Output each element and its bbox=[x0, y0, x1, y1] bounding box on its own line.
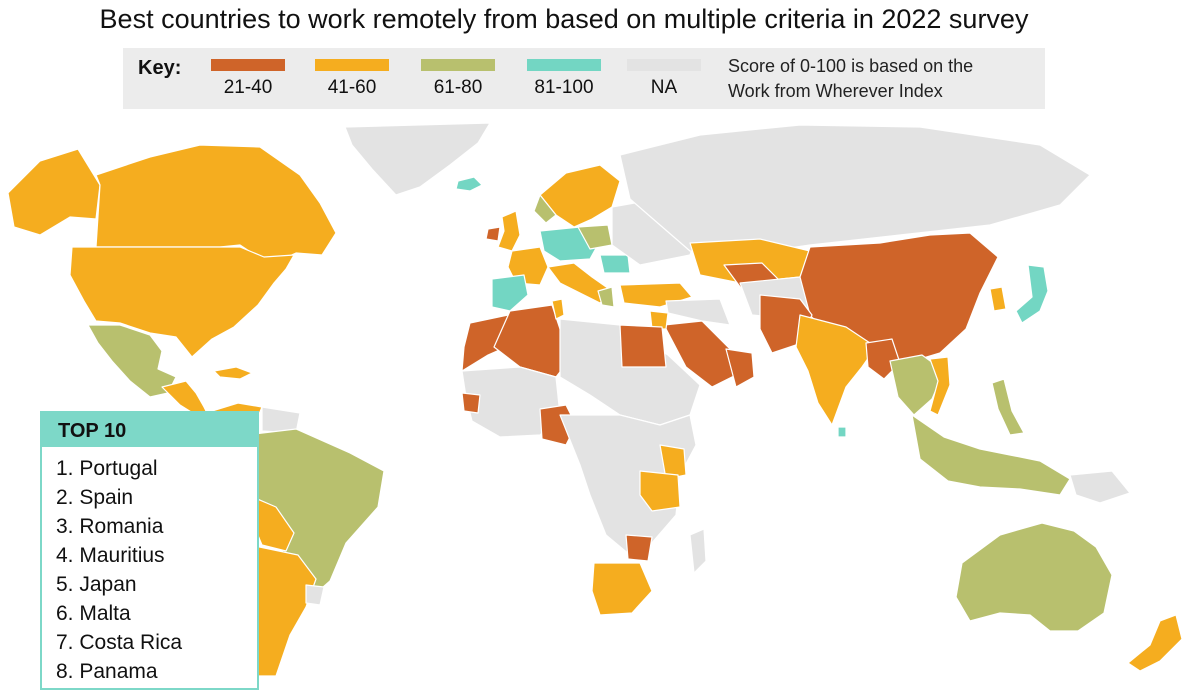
legend-label: NA bbox=[650, 77, 678, 98]
region-iceland bbox=[455, 176, 483, 192]
legend-note-line-2: Work from Wherever Index bbox=[728, 81, 943, 101]
legend-label: 81-100 bbox=[534, 77, 594, 98]
legend-label: 21-40 bbox=[223, 77, 273, 98]
region-new-zealand bbox=[1127, 614, 1183, 672]
top10-item: 2. Spain bbox=[56, 486, 134, 509]
region-tanzania bbox=[639, 470, 681, 512]
legend-label: 61-80 bbox=[433, 77, 483, 98]
legend-swatch bbox=[315, 59, 389, 71]
top10-list: 1. Portugal 2. Spain 3. Romania 4. Mauri… bbox=[42, 447, 257, 686]
top10-item: 6. Malta bbox=[56, 602, 131, 625]
region-india bbox=[795, 314, 877, 426]
legend-item-41-60: 41-60 bbox=[307, 59, 397, 98]
region-usa bbox=[69, 246, 295, 358]
region-madagascar bbox=[689, 528, 707, 574]
region-caribbean bbox=[213, 366, 253, 380]
legend-item-na: NA bbox=[619, 59, 709, 98]
legend-item-61-80: 61-80 bbox=[413, 59, 503, 98]
top10-header: TOP 10 bbox=[42, 413, 257, 447]
region-romania bbox=[599, 254, 631, 274]
legend-swatch bbox=[421, 59, 495, 71]
top10-item: 5. Japan bbox=[56, 573, 137, 596]
legend-note-line-1: Score of 0-100 is based on the bbox=[728, 56, 974, 76]
region-korea bbox=[989, 286, 1007, 312]
top10-item: 7. Costa Rica bbox=[56, 631, 183, 654]
chart-title: Best countries to work remotely from bas… bbox=[99, 4, 1029, 34]
top10-item: 4. Mauritius bbox=[56, 544, 165, 567]
region-egypt bbox=[619, 324, 667, 368]
region-kenya bbox=[659, 444, 687, 480]
region-iberia bbox=[491, 274, 529, 312]
top10-panel: TOP 10 1. Portugal 2. Spain 3. Romania 4… bbox=[40, 411, 259, 690]
region-uk bbox=[497, 210, 521, 252]
legend-label: 41-60 bbox=[327, 77, 377, 98]
region-sri-lanka bbox=[837, 426, 847, 438]
region-vietnam bbox=[929, 356, 951, 416]
top10-item: 8. Panama bbox=[56, 660, 158, 683]
region-oman-uae bbox=[725, 348, 755, 388]
region-japan bbox=[1015, 264, 1049, 324]
region-senegal bbox=[461, 392, 481, 414]
region-greenland bbox=[344, 122, 491, 196]
legend-item-81-100: 81-100 bbox=[519, 59, 609, 98]
region-southeast-asia bbox=[889, 354, 945, 416]
region-russia bbox=[619, 124, 1091, 256]
region-southern-africa bbox=[591, 562, 653, 616]
region-ireland bbox=[485, 226, 501, 242]
region-alaska bbox=[7, 148, 101, 236]
legend-swatch bbox=[627, 59, 701, 71]
region-norway bbox=[533, 194, 557, 224]
region-papua bbox=[1069, 470, 1131, 504]
region-malaysia-indonesia bbox=[911, 414, 1071, 496]
legend-swatch bbox=[211, 59, 285, 71]
legend-key-label: Key: bbox=[138, 57, 182, 79]
region-philippines bbox=[991, 378, 1025, 436]
legend-item-21-40: 21-40 bbox=[203, 59, 293, 98]
region-levant bbox=[649, 310, 669, 330]
region-zimbabwe bbox=[625, 534, 653, 562]
region-tunisia bbox=[551, 298, 565, 320]
top10-item: 3. Romania bbox=[56, 515, 164, 538]
region-middle-east-other bbox=[665, 298, 731, 326]
region-greece bbox=[597, 286, 615, 308]
legend-note: Score of 0-100 is based on the Work from… bbox=[728, 54, 973, 104]
legend-swatch bbox=[527, 59, 601, 71]
legend: Key: 21-40 41-60 61-80 81-100 NA Score o… bbox=[123, 48, 1045, 109]
region-uruguay bbox=[305, 584, 325, 606]
region-australia bbox=[955, 522, 1113, 632]
top10-item: 1. Portugal bbox=[56, 457, 158, 480]
